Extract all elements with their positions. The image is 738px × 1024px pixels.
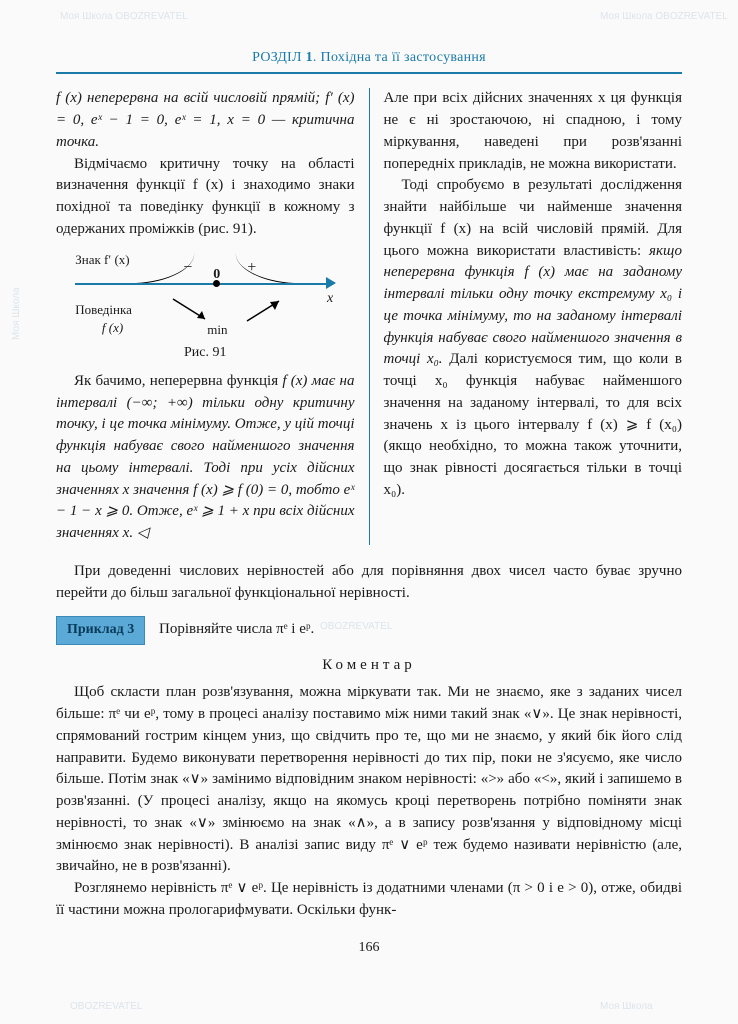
example-label: Приклад 3 xyxy=(56,616,145,644)
middle-para: При доведенні числових нерівностей або д… xyxy=(56,561,682,605)
behavior-label: Поведінка f (x) xyxy=(75,301,132,339)
zero-dot-icon xyxy=(213,280,220,287)
arrow-down-icon xyxy=(171,297,211,325)
right-para-2: Тоді спробуємо в результаті дослідження … xyxy=(384,175,683,501)
x-axis-label: x xyxy=(327,289,333,309)
axis-arrow-icon xyxy=(326,277,336,289)
sign-minus: − xyxy=(183,256,192,279)
watermark: Моя Школа xyxy=(600,1000,653,1015)
sign-plus: + xyxy=(247,256,256,279)
example-task: Порівняйте числа πᵉ і eᵖ. xyxy=(159,621,314,637)
two-column-block: f (x) неперервна на всій числовій прямій… xyxy=(56,88,682,545)
column-right: Але при всіх дійсних значеннях x ця функ… xyxy=(369,88,683,545)
example-block: Приклад 3 Порівняйте числа πᵉ і eᵖ. xyxy=(56,616,682,644)
left-para-2: Відмічаємо критичну точку на області виз… xyxy=(56,154,355,241)
page-number: 166 xyxy=(56,938,682,958)
comment-para-2: Розглянемо нерівність πᵉ ∨ eᵖ. Це нерівн… xyxy=(56,878,682,922)
sign-diagram: Знак f′ (x) − + 0 x Поведінка f (x) xyxy=(75,251,335,341)
right-para-1: Але при всіх дійсних значеннях x ця функ… xyxy=(384,88,683,175)
figure-91: Знак f′ (x) − + 0 x Поведінка f (x) xyxy=(56,251,355,363)
section-header: РОЗДІЛ 1. Похідна та її застосування xyxy=(56,48,682,68)
left-para-1: f (x) неперервна на всій числовій прямій… xyxy=(56,88,355,153)
min-label: min xyxy=(207,321,227,340)
left-para-3: Як бачимо, неперервна функція f (x) має … xyxy=(56,371,355,545)
comment-header: Коментар xyxy=(56,655,682,677)
column-left: f (x) неперервна на всій числовій прямій… xyxy=(56,88,355,545)
comment-para-1: Щоб скласти план розв'язування, можна мі… xyxy=(56,682,682,878)
page-content: РОЗДІЛ 1. Похідна та її застосування f (… xyxy=(0,0,738,982)
watermark: OBOZREVATEL xyxy=(70,1000,142,1015)
section-rule xyxy=(56,72,682,74)
arrow-up-icon xyxy=(243,297,283,325)
axis-line xyxy=(75,283,333,285)
figure-caption: Рис. 91 xyxy=(56,343,355,363)
